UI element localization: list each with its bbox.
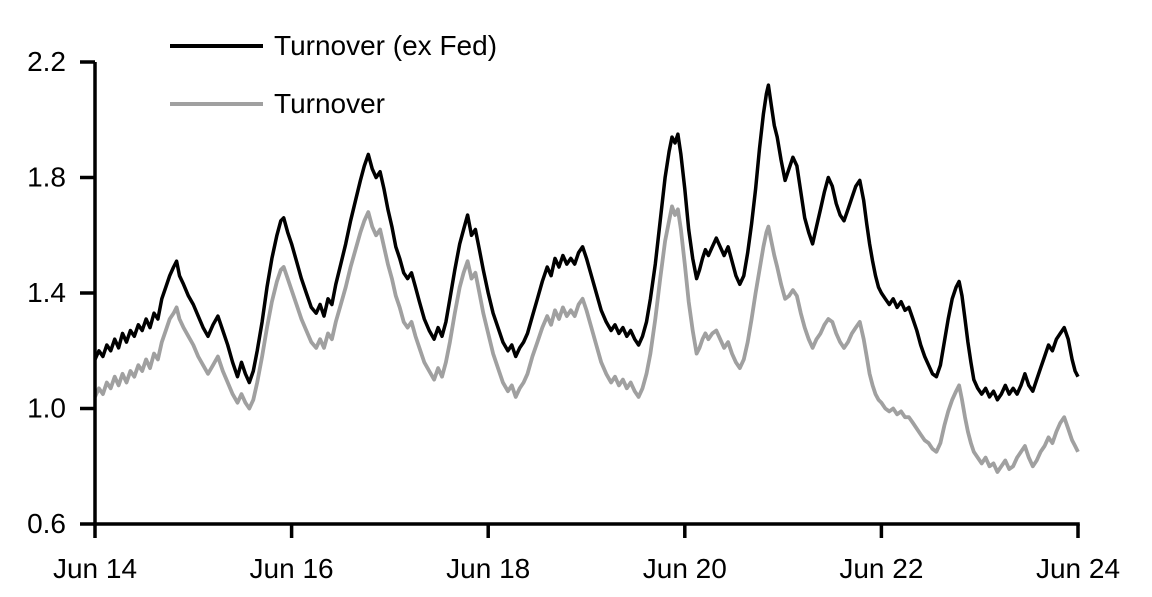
series-line-turnover-ex-fed xyxy=(93,83,1080,402)
legend-item-turnover-ex-fed: Turnover (ex Fed) xyxy=(170,28,497,64)
y-tick-label: 1.8 xyxy=(27,162,66,193)
series-line-turnover xyxy=(93,204,1080,474)
legend: Turnover (ex Fed) Turnover xyxy=(170,28,497,122)
x-tick-label: Jun 20 xyxy=(643,553,727,584)
x-tick-label: Jun 22 xyxy=(839,553,923,584)
y-tick-label: 2.2 xyxy=(27,46,66,77)
x-tick-label: Jun 24 xyxy=(1036,553,1120,584)
x-tick-label: Jun 16 xyxy=(250,553,334,584)
x-tick-label: Jun 14 xyxy=(53,553,137,584)
legend-label-turnover-ex-fed: Turnover (ex Fed) xyxy=(274,30,498,61)
y-tick-label: 1.0 xyxy=(27,393,66,424)
x-tick-label: Jun 18 xyxy=(446,553,530,584)
y-tick-label: 1.4 xyxy=(27,277,66,308)
legend-line-swatch-gray xyxy=(170,102,263,106)
legend-line-swatch-black xyxy=(170,44,263,48)
legend-item-turnover: Turnover xyxy=(170,86,497,122)
y-tick-label: 0.6 xyxy=(27,508,66,539)
legend-label-turnover: Turnover xyxy=(274,88,386,119)
